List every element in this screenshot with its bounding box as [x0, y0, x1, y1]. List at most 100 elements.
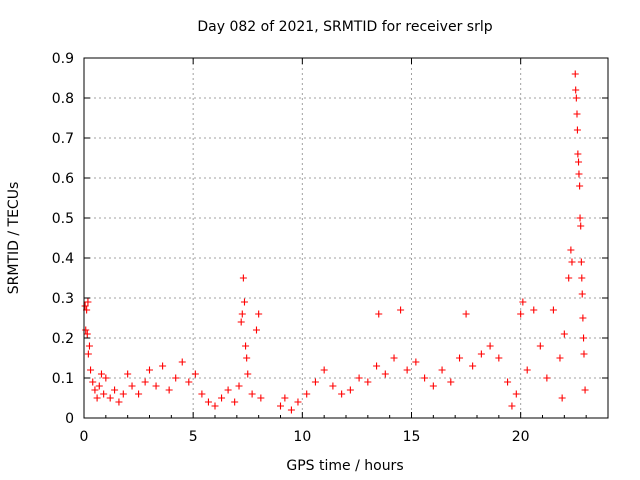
chart-title: Day 082 of 2021, SRMTID for receiver srl… [197, 19, 492, 35]
data-point [224, 386, 232, 394]
data-point [248, 390, 256, 398]
data-point [519, 298, 527, 306]
data-point [517, 310, 525, 318]
data-point [572, 86, 580, 94]
x-tick-label: 0 [80, 429, 89, 445]
data-point [573, 126, 581, 134]
data-point [560, 330, 568, 338]
data-point [381, 370, 389, 378]
data-point [456, 354, 464, 362]
data-point [571, 70, 579, 78]
data-point [572, 94, 580, 102]
data-point [543, 374, 551, 382]
data-point [146, 366, 153, 374]
data-point [375, 310, 383, 318]
data-point [429, 382, 437, 390]
data-point [397, 306, 405, 314]
data-point [495, 354, 503, 362]
data-point [581, 386, 589, 394]
data-point [447, 378, 455, 386]
data-point [111, 386, 119, 394]
data-point [577, 258, 585, 266]
y-tick-label: 0.5 [52, 211, 74, 227]
data-point [576, 182, 584, 190]
data-point [329, 382, 337, 390]
data-point [575, 170, 583, 178]
data-point [311, 378, 319, 386]
y-tick-label: 0.3 [52, 291, 74, 307]
data-point [204, 398, 212, 406]
data-point [281, 394, 289, 402]
data-point [574, 150, 582, 158]
data-point [81, 302, 89, 310]
data-point [512, 390, 520, 398]
data-point [508, 402, 516, 410]
y-tick-label: 0.8 [52, 91, 74, 107]
x-tick-label: 10 [293, 429, 311, 445]
data-point [549, 306, 557, 314]
data-point [191, 370, 199, 378]
data-point [93, 394, 101, 402]
y-tick-label: 0.2 [52, 331, 74, 347]
data-point [252, 326, 260, 334]
data-point [577, 222, 585, 230]
data-point [172, 374, 180, 382]
data-point [87, 366, 95, 374]
data-point [462, 310, 470, 318]
data-point [277, 402, 284, 410]
data-point [165, 386, 173, 394]
data-point [565, 274, 573, 282]
data-point [523, 366, 531, 374]
data-point [355, 374, 363, 382]
data-point [102, 374, 110, 382]
data-point [580, 350, 588, 358]
data-point [178, 358, 186, 366]
data-point [231, 398, 239, 406]
data-point [338, 390, 346, 398]
data-point [243, 354, 251, 362]
data-point [504, 378, 512, 386]
data-point [218, 394, 226, 402]
data-point [152, 382, 160, 390]
data-point [89, 378, 97, 386]
data-point [486, 342, 494, 350]
data-point [294, 398, 302, 406]
data-point [128, 382, 136, 390]
data-point [578, 274, 586, 282]
data-point [567, 246, 575, 254]
data-point [536, 342, 544, 350]
data-point [115, 398, 123, 406]
data-point [346, 386, 354, 394]
y-tick-label: 0.6 [52, 171, 74, 187]
data-point [421, 374, 429, 382]
data-point [556, 354, 564, 362]
data-point [198, 390, 206, 398]
data-point [185, 378, 193, 386]
y-tick-label: 0.7 [52, 131, 74, 147]
data-point [403, 366, 411, 374]
data-point [576, 214, 584, 222]
data-point [575, 158, 583, 166]
data-point [240, 298, 248, 306]
y-tick-label: 0.1 [52, 371, 74, 387]
data-point [106, 394, 114, 402]
data-point [124, 370, 132, 378]
y-tick-label: 0.9 [52, 51, 74, 67]
x-tick-label: 5 [189, 429, 198, 445]
data-point [237, 318, 245, 326]
data-point [255, 310, 263, 318]
data-point [412, 358, 420, 366]
data-point [242, 342, 250, 350]
grid-lines [84, 58, 608, 418]
data-point [438, 366, 446, 374]
plot-frame [83, 57, 609, 419]
tick-labels: 0 0.1 0.2 0.3 0.4 0.5 0.6 0.7 0.8 0.9 0 5 10 15 20 [52, 51, 530, 445]
x-tick-label: 15 [403, 429, 421, 445]
data-point [530, 306, 538, 314]
data-point [235, 382, 243, 390]
data-points [81, 70, 589, 414]
data-point [85, 342, 93, 350]
x-tick-label: 20 [512, 429, 530, 445]
